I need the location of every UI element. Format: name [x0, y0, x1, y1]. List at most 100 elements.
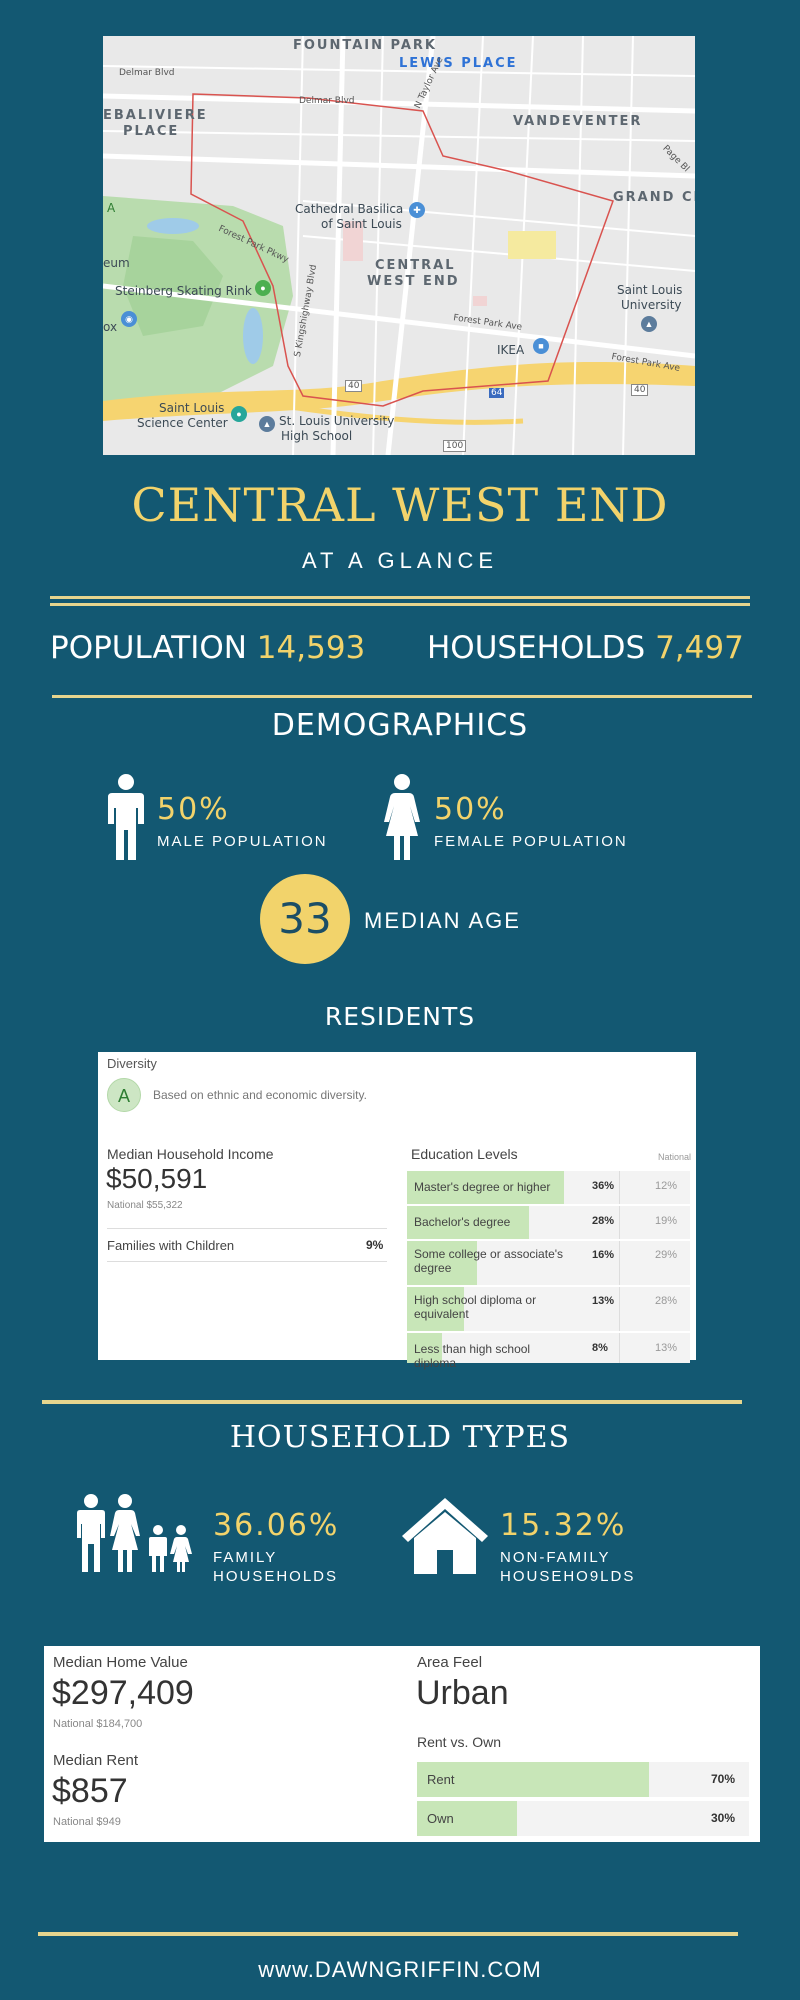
education-national: 19%: [655, 1215, 678, 1227]
education-value: 13%: [592, 1295, 615, 1307]
education-value: 16%: [592, 1249, 615, 1261]
map-label-eum: eum: [103, 256, 130, 270]
page-title: CENTRAL WEST END: [131, 478, 669, 532]
highway-100-badge: 100: [443, 440, 467, 452]
map-poi-science-center[interactable]: Saint Louis: [159, 401, 225, 415]
population-stat: POPULATION 14,593: [50, 630, 365, 666]
street-delmar-left: Delmar Blvd: [119, 68, 175, 78]
education-divider: [619, 1333, 620, 1363]
demographics-title: DEMOGRAPHICS: [271, 708, 529, 743]
households-label: HOUSEHOLDS: [427, 630, 646, 666]
map-poi-science-center-2: Science Center: [137, 416, 228, 430]
education-row: Some college or associate's degree 16% 29%: [407, 1241, 690, 1285]
nonfamily-percent: 15.32%: [500, 1508, 627, 1543]
house-icon: [402, 1498, 488, 1574]
median-age-badge: 33: [260, 874, 350, 964]
education-value: 28%: [592, 1215, 615, 1227]
income-divider: [107, 1228, 387, 1229]
nonfamily-label-1: NON-FAMILY: [500, 1549, 611, 1566]
divider-household: [42, 1400, 742, 1404]
education-bar: [407, 1171, 564, 1204]
divider-stats: [52, 695, 752, 698]
residents-card: Diversity A Based on ethnic and economic…: [98, 1052, 696, 1370]
population-label: POPULATION: [50, 630, 247, 666]
camera-pin-icon[interactable]: ◉: [121, 311, 137, 327]
population-value: 14,593: [256, 630, 366, 666]
families-label: Families with Children: [107, 1238, 235, 1253]
diversity-label: Diversity: [107, 1056, 157, 1071]
museum-pin-icon[interactable]: ●: [231, 406, 247, 422]
education-divider: [619, 1241, 620, 1285]
education-name: High school diploma or equivalent: [414, 1293, 537, 1321]
map-poi-slu-high-2: High School: [281, 429, 353, 443]
nonfamily-label-2: HOUSEHO9LDS: [500, 1568, 636, 1585]
education-national: 12%: [655, 1180, 678, 1192]
education-name: Some college or associate's degree: [414, 1247, 564, 1275]
shop-pin-icon[interactable]: ■: [533, 338, 549, 354]
education-bar: [407, 1206, 529, 1239]
area-feel-value: Urban: [416, 1674, 509, 1712]
education-value: 8%: [592, 1342, 608, 1354]
rent-value: $857: [52, 1772, 128, 1810]
education-name: Less than high school diploma: [414, 1342, 531, 1370]
map-poi-slu-2: University: [621, 298, 682, 312]
rent-own-row: Own 30%: [417, 1801, 749, 1836]
home-value: $297,409: [52, 1674, 194, 1712]
education-national: 29%: [655, 1249, 678, 1261]
neighborhood-map[interactable]: FOUNTAIN PARK LEWIS PLACE EBALIVIERE PLA…: [103, 36, 695, 455]
diversity-note: Based on ethnic and economic diversity.: [153, 1088, 367, 1102]
university-pin-icon[interactable]: ▲: [641, 316, 657, 332]
rent-own-row: Rent 70%: [417, 1762, 749, 1797]
education-national: 13%: [655, 1342, 678, 1354]
map-label-lewis-place: LEWIS PLACE: [399, 56, 518, 71]
education-national-header: National: [658, 1152, 692, 1162]
area-feel-label: Area Feel: [417, 1654, 483, 1671]
rent-national: National $949: [53, 1816, 121, 1828]
school-pin-icon[interactable]: ▲: [259, 416, 275, 432]
map-poi-slu-high[interactable]: St. Louis University: [279, 414, 395, 428]
map-label-vandeventer: VANDEVENTER: [513, 114, 643, 129]
map-poi-steinberg[interactable]: Steinberg Skating Rink: [115, 284, 252, 298]
map-label-grand-center: GRAND CE: [613, 190, 695, 205]
divider-footer: [38, 1932, 738, 1936]
rent-own-bar: [417, 1762, 649, 1797]
education-row: Bachelor's degree 28% 19%: [407, 1206, 690, 1239]
male-label: MALE POPULATION: [157, 833, 328, 850]
education-divider: [619, 1206, 620, 1239]
divider-top-2: [50, 603, 750, 606]
education-bar: [407, 1287, 464, 1331]
education-value: 36%: [592, 1180, 615, 1192]
income-label: Median Household Income: [107, 1146, 274, 1162]
footer-website[interactable]: www.DAWNGRIFFIN.COM: [258, 1957, 542, 1982]
park-pin-icon[interactable]: ●: [255, 280, 271, 296]
education-name: Bachelor's degree: [414, 1215, 511, 1229]
female-icon: [384, 774, 420, 860]
map-poi-slu[interactable]: Saint Louis: [617, 283, 683, 297]
family-label-1: FAMILY: [213, 1549, 278, 1566]
households-stat: HOUSEHOLDS 7,497: [427, 630, 744, 666]
highway-40b-badge: 40: [631, 384, 649, 396]
map-poi-ikea[interactable]: IKEA: [497, 343, 525, 357]
map-poi-cathedral[interactable]: Cathedral Basilica: [295, 202, 404, 216]
rent-own-value: 30%: [710, 1811, 735, 1825]
family-label-2: HOUSEHOLDS: [213, 1568, 339, 1585]
church-pin-icon[interactable]: ✚: [409, 202, 425, 218]
rent-own-value: 70%: [710, 1772, 735, 1786]
families-divider: [107, 1261, 387, 1262]
income-national: National $55,322: [107, 1200, 183, 1211]
rent-vs-own-label: Rent vs. Own: [417, 1734, 502, 1750]
education-title: Education Levels: [411, 1146, 518, 1162]
female-percent: 50%: [434, 792, 507, 827]
diversity-grade-badge: A: [107, 1078, 141, 1112]
home-value-national: National $184,700: [53, 1718, 143, 1730]
family-icon: [77, 1494, 192, 1572]
education-divider: [619, 1287, 620, 1331]
household-types-title: HOUSEHOLD TYPES: [229, 1420, 571, 1455]
rent-own-bar: [417, 1801, 517, 1836]
families-value: 9%: [366, 1238, 384, 1252]
education-row: High school diploma or equivalent 13% 28%: [407, 1287, 690, 1331]
education-bar: [407, 1333, 442, 1363]
street-delmar-right: Delmar Blvd: [299, 96, 355, 106]
map-poi-cathedral-2: of Saint Louis: [321, 217, 402, 231]
home-value-label: Median Home Value: [53, 1654, 188, 1671]
